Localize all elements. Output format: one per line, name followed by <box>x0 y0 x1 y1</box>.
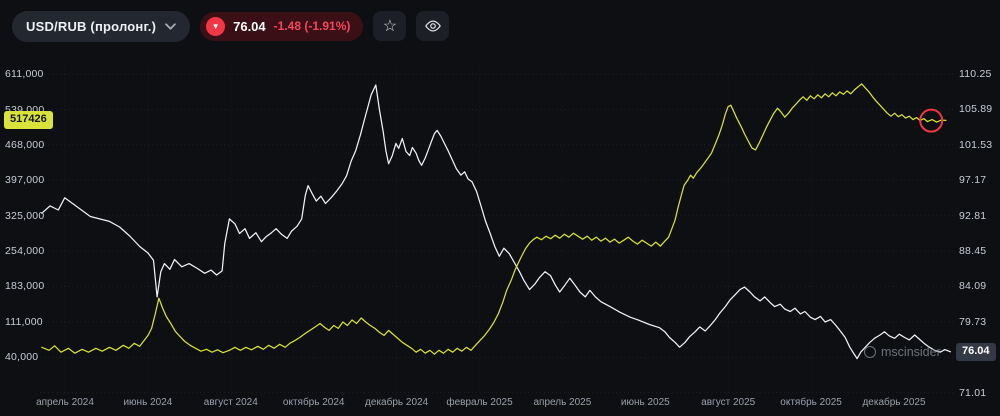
price-quote: ▼ 76.04 -1.48 (-1.91%) <box>200 11 364 41</box>
x-axis-tick: декабрь 2024 <box>365 397 429 408</box>
x-axis-tick: август 2025 <box>701 397 756 408</box>
left-axis-tick: 468,000 <box>5 138 45 151</box>
watermark-text: mscinsider <box>881 345 941 359</box>
watermark: mscinsider <box>864 345 941 359</box>
symbol-label: USD/RUB (пролонг.) <box>26 18 157 34</box>
left-axis-tick: 611,000 <box>5 68 44 80</box>
right-axis-tick: 105.89 <box>959 103 993 116</box>
star-icon: ☆ <box>382 18 398 35</box>
x-axis-tick: февраль 2025 <box>446 397 513 408</box>
x-axis-tick: апрель 2024 <box>36 397 94 408</box>
right-axis-tick: 92.81 <box>959 209 987 222</box>
left-axis-tick: 40,000 <box>5 351 39 364</box>
favorite-button[interactable]: ☆ <box>373 11 407 41</box>
toolbar: USD/RUB (пролонг.) ▼ 76.04 -1.48 (-1.91%… <box>0 0 1000 52</box>
right-axis-tick: 84.09 <box>959 280 987 293</box>
right-axis-tick: 97.17 <box>959 174 987 187</box>
down-arrow-icon: ▼ <box>206 16 226 36</box>
annotation-circle <box>919 108 944 133</box>
left-axis-tick: 254,000 <box>5 245 45 258</box>
right-axis-tick: 79.73 <box>959 315 987 328</box>
last-price-badge: 76.04 <box>956 342 996 361</box>
x-axis: апрель 2024 июнь 2024 август 2024 октябрь 2… <box>0 397 1000 411</box>
right-axis-tick: 71.01 <box>959 386 987 399</box>
x-axis-tick: июнь 2025 <box>620 397 670 408</box>
left-axis-tick: 111,000 <box>5 315 43 328</box>
left-axis-tick: 183,000 <box>5 280 45 293</box>
x-axis-tick: октябрь 2024 <box>282 397 345 408</box>
x-axis-tick: октябрь 2025 <box>780 397 842 408</box>
x-axis-tick: август 2024 <box>203 397 258 408</box>
eye-icon <box>424 20 441 32</box>
watch-button[interactable] <box>416 11 450 41</box>
yellow-series-value-badge: 517426 <box>4 111 53 130</box>
series-yellow-indicator-line <box>41 83 947 355</box>
right-axis-tick: 110.25 <box>959 68 992 80</box>
right-axis-tick: 101.53 <box>959 138 993 151</box>
left-axis-tick: 397,000 <box>5 174 45 187</box>
watermark-logo-icon <box>864 346 876 358</box>
left-axis-tick: 325,000 <box>5 209 45 222</box>
chevron-down-icon <box>165 22 176 30</box>
x-axis-tick: июнь 2024 <box>123 397 173 408</box>
price-change: -1.48 (-1.91%) <box>273 19 351 33</box>
series-usd-rub-line <box>41 84 952 360</box>
x-axis-tick: декабрь 2025 <box>862 397 926 408</box>
right-axis-tick: 88.45 <box>959 245 987 257</box>
last-price: 76.04 <box>233 18 266 34</box>
symbol-selector[interactable]: USD/RUB (пролонг.) <box>12 10 191 42</box>
x-axis-tick: апрель 2025 <box>533 397 592 408</box>
